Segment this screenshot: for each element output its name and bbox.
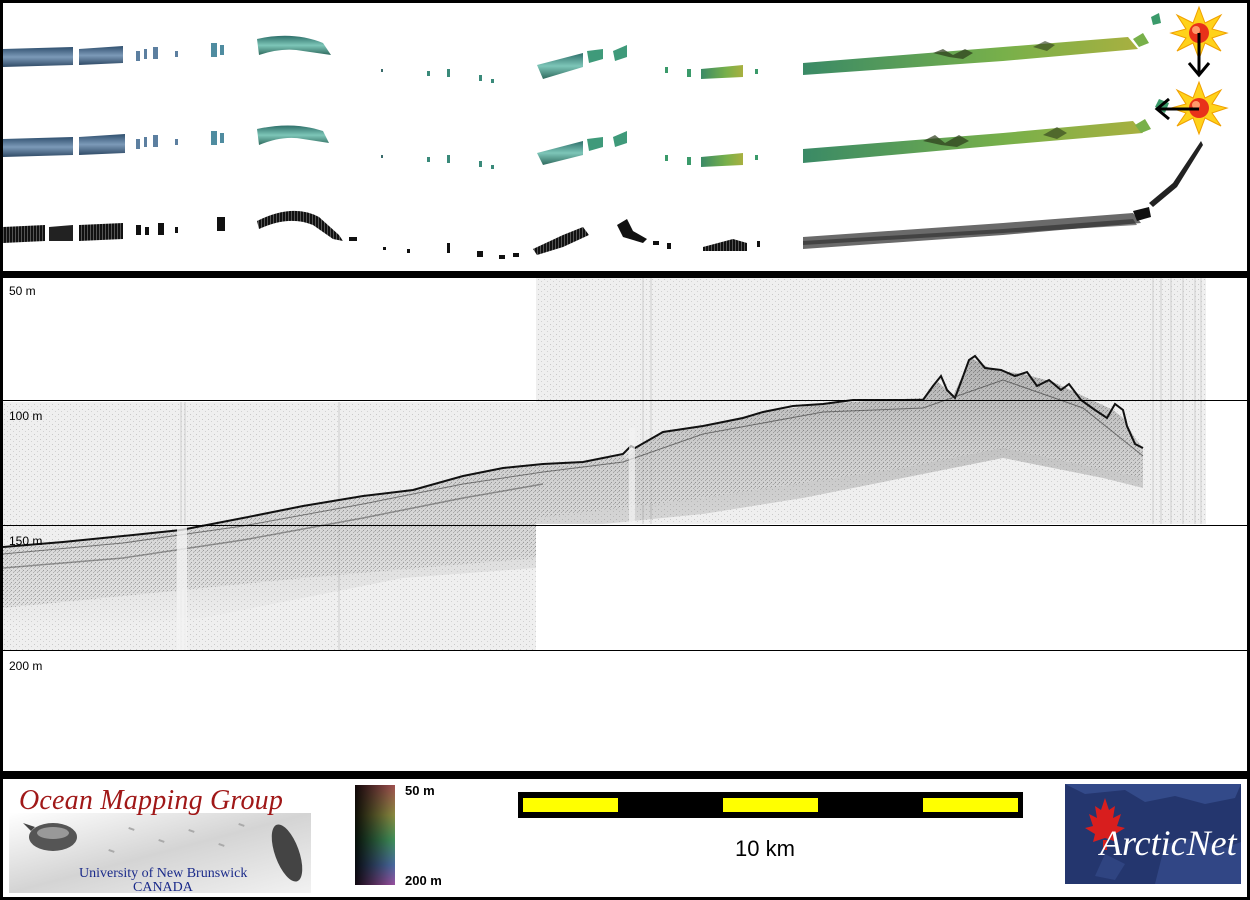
- depth-gridline: [3, 650, 1247, 651]
- swath-row-3: [3, 141, 1203, 259]
- depth-label-100: 100 m: [9, 409, 43, 423]
- arrow-down-icon: [1187, 33, 1211, 78]
- swath-row-1: [3, 13, 1161, 83]
- depth-label-150: 150 m: [9, 534, 43, 548]
- seismic-profile: [3, 278, 1206, 650]
- depth-gridline: [3, 400, 1247, 401]
- swath-strips: [3, 5, 1229, 259]
- omg-university: University of New Brunswick: [79, 866, 248, 881]
- footer-panel: Ocean Mapping Group University of New Br…: [3, 779, 1247, 897]
- omg-title: Ocean Mapping Group: [19, 785, 284, 816]
- arcticnet-logo: ArcticNet: [1065, 784, 1241, 884]
- scale-bar-label: 10 km: [735, 836, 795, 861]
- omg-country: CANADA: [133, 880, 193, 895]
- arrow-left-icon: [1154, 97, 1199, 121]
- depth-gridline: [3, 525, 1247, 526]
- colorbar-top-label: 50 m: [405, 783, 435, 798]
- colorbar-bottom-label: 200 m: [405, 873, 442, 888]
- swath-row-2: [3, 99, 1169, 169]
- scale-bar: [518, 792, 1023, 818]
- swath-panel: [3, 3, 1247, 271]
- depth-label-200: 200 m: [9, 659, 43, 673]
- arcticnet-text: ArcticNet: [1100, 823, 1237, 863]
- profile-panel: 50 m 100 m 150 m 200 m: [3, 278, 1247, 771]
- depth-label-50: 50 m: [9, 284, 36, 298]
- depth-colorbar: [355, 785, 395, 885]
- ocean-mapping-group-logo: Ocean Mapping Group University of New Br…: [9, 783, 311, 895]
